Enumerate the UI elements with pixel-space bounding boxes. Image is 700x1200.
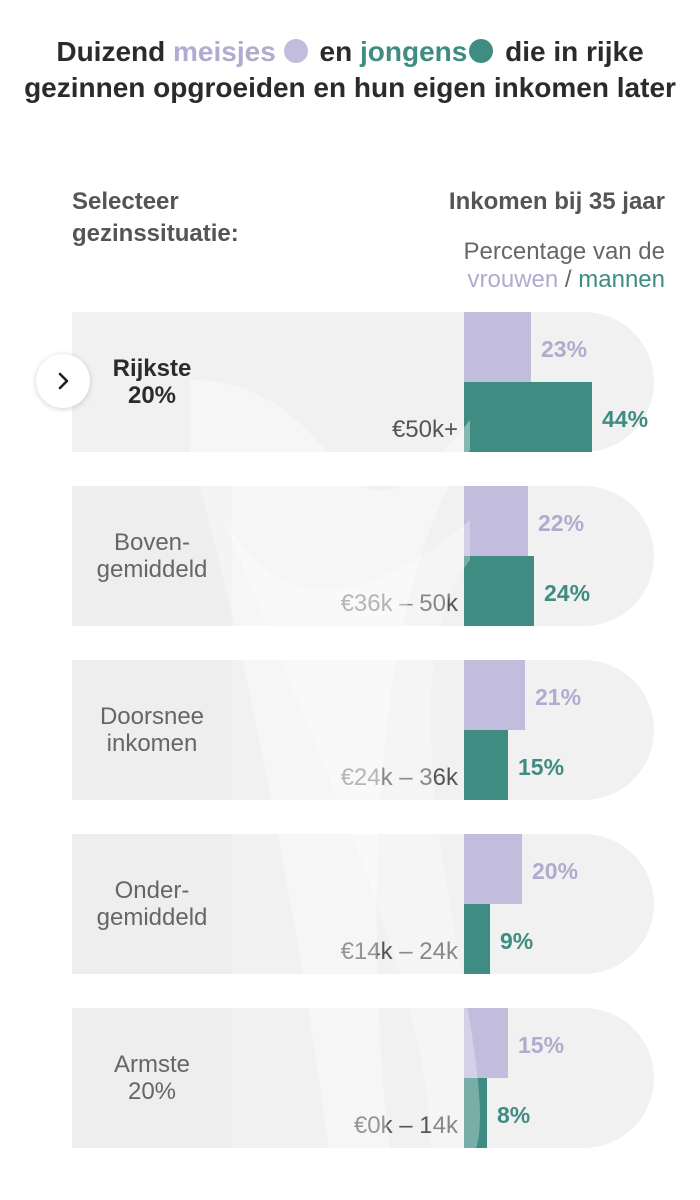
bar-women (464, 660, 525, 730)
data-label-men: 8% (497, 1102, 531, 1128)
row-rijkste-20: Rijkste 20% €50k+ 23% 44% (0, 312, 700, 452)
title-text-1: Duizend (56, 36, 174, 67)
row-background (232, 660, 654, 800)
bar-women (464, 834, 522, 904)
title-text-3: die in rijke gezinnen opgroeiden en hun … (24, 36, 676, 103)
title-men-word: jongens (360, 36, 468, 67)
legend-women: vrouwen (467, 266, 559, 293)
group-button[interactable]: Doorsnee inkomen (72, 660, 232, 800)
bar-men (464, 904, 490, 974)
group-label: Onder-gemiddeld (97, 877, 208, 931)
data-label-women: 23% (541, 336, 588, 362)
data-label-women: 22% (538, 510, 585, 536)
bar-women (464, 1008, 508, 1078)
income-bracket-label: €24k – 36k (340, 764, 458, 791)
women-dot-icon (283, 39, 308, 63)
group-label: Armste 20% (114, 1051, 190, 1105)
legend-men: mannen (578, 266, 665, 293)
group-label-line2: inkomen (106, 730, 198, 757)
income-bracket-label: €14k – 24k (340, 938, 458, 965)
group-button[interactable]: Armste 20% (72, 1008, 232, 1148)
income-bracket-label: €36k – 50k (340, 590, 458, 617)
group-button[interactable]: Rijkste 20% (72, 312, 232, 452)
bar-women (464, 312, 531, 382)
group-button[interactable]: Boven-gemiddeld (72, 486, 232, 626)
group-label-line1: Armste (113, 1051, 190, 1078)
group-label-line2: gemiddeld (96, 904, 208, 931)
bar-men (464, 1078, 487, 1148)
bar-men (464, 382, 592, 452)
chart-title: Duizend meisjes en jongens die in rijke … (20, 34, 680, 106)
group-label-line1: Doorsnee (99, 703, 205, 730)
group-button[interactable]: Onder-gemiddeld (72, 834, 232, 974)
men-dot-icon (469, 39, 494, 63)
flow-band-women (200, 440, 480, 1160)
row-background (232, 1008, 654, 1148)
group-label-line1: Rijkste (112, 355, 192, 382)
income-bracket-label: €0k – 14k (353, 1112, 458, 1139)
row-doorsnee-inkomen: Doorsnee inkomen €24k – 36k 21% 15% (0, 660, 700, 800)
row-background (232, 834, 654, 974)
bar-women (464, 486, 528, 556)
group-label: Doorsnee inkomen (100, 703, 204, 757)
row-armste-20: Armste 20% €0k – 14k 15% 8% (0, 1008, 700, 1148)
flow-band-men (190, 380, 470, 1160)
group-label: Rijkste 20% (113, 355, 192, 409)
row-boven-gemiddeld: Boven-gemiddeld €36k – 50k 22% 24% (0, 486, 700, 626)
legend-line1: Percentage van de (463, 238, 665, 265)
data-label-men: 44% (602, 406, 649, 432)
data-label-women: 21% (535, 684, 582, 710)
bar-men (464, 556, 534, 626)
bar-men (464, 730, 508, 800)
data-label-men: 24% (544, 580, 591, 606)
legend: Percentage van de vrouwen / mannen (464, 238, 665, 294)
group-label-line1: Onder- (114, 877, 190, 904)
legend-separator: / (558, 266, 579, 293)
select-household-label: Selecteer gezinssituatie: (72, 188, 239, 247)
group-label-line2: 20% (127, 1078, 177, 1105)
data-label-men: 9% (500, 928, 534, 954)
chevron-right-icon[interactable] (36, 354, 90, 408)
income-bracket-label: €50k+ (391, 416, 458, 443)
row-onder-gemiddeld: Onder-gemiddeld €14k – 24k 20% 9% (0, 834, 700, 974)
data-label-men: 15% (518, 754, 565, 780)
title-women-word: meisjes (173, 36, 276, 67)
title-text-2: en (311, 36, 361, 67)
row-background (232, 486, 654, 626)
group-label: Boven-gemiddeld (97, 529, 208, 583)
group-label-line2: gemiddeld (96, 556, 208, 583)
group-label-line2: 20% (127, 382, 177, 409)
data-label-women: 20% (532, 858, 579, 884)
data-label-women: 15% (518, 1032, 565, 1058)
group-label-line1: Boven- (113, 529, 191, 556)
income-header: Inkomen bij 35 jaar (448, 188, 665, 215)
